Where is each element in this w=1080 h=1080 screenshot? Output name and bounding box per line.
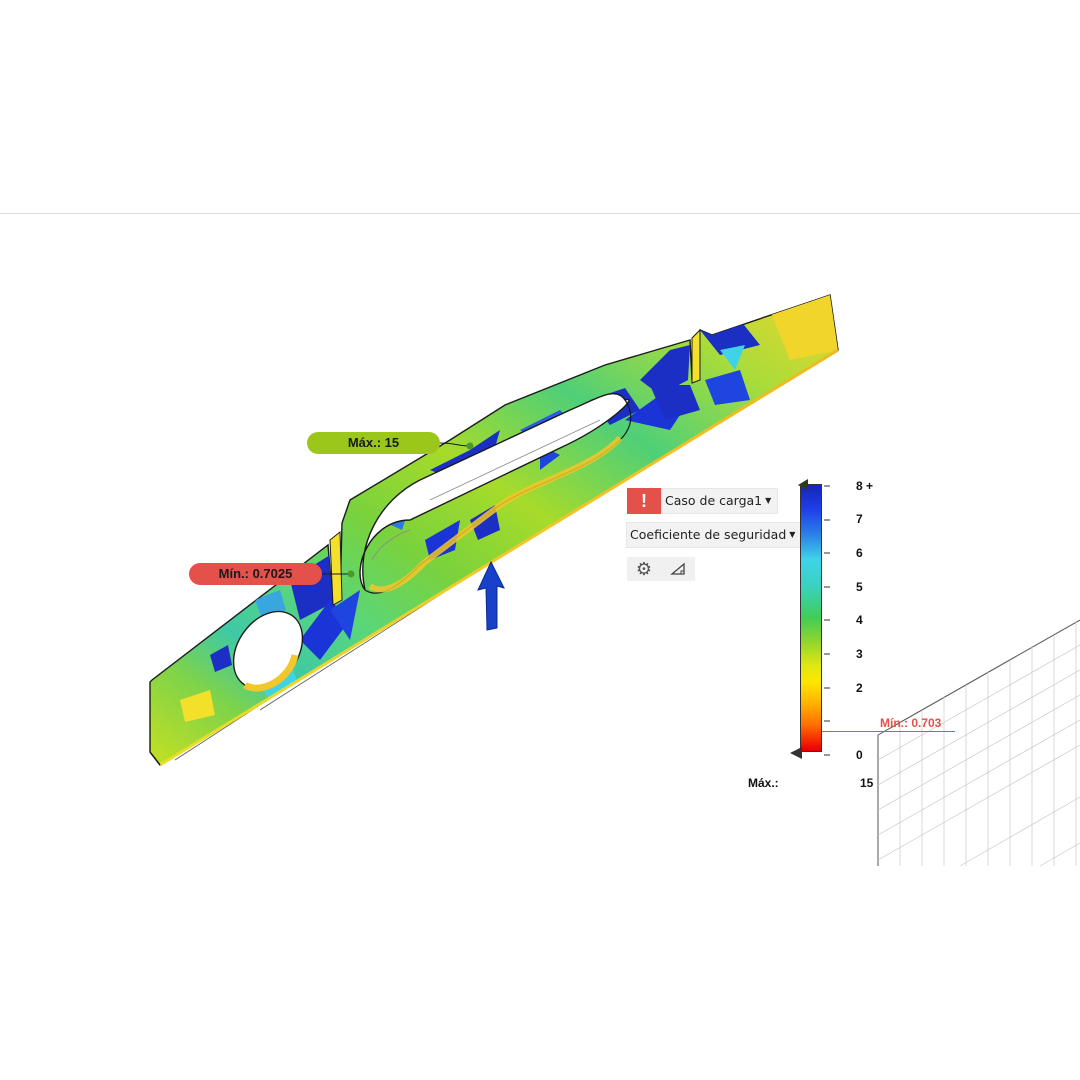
legend-tick-label: 5 <box>856 580 863 594</box>
legend-tick-label: 7 <box>856 512 863 526</box>
max-value-callout[interactable]: Máx.: 15 <box>307 432 440 454</box>
legend-tick-label: 0 <box>856 748 863 762</box>
legend-tick-label: 4 <box>856 613 863 627</box>
result-type-dropdown[interactable]: Coeficiente de seguridad ▼ <box>626 522 803 548</box>
ruler-triangle-icon[interactable] <box>661 557 695 581</box>
legend-tick-label: 8 + <box>856 479 874 493</box>
legend-max-label: Máx.: <box>748 776 779 790</box>
legend-tick-label: 6 <box>856 546 863 560</box>
max-leader-line <box>439 442 474 450</box>
legend-tick-label: 3 <box>856 647 863 661</box>
load-case-label: Caso de carga1 <box>665 493 763 508</box>
legend-color-bar <box>800 484 822 752</box>
color-legend <box>798 484 824 754</box>
load-case-dropdown[interactable]: Caso de carga1 ▼ <box>661 488 779 514</box>
min-leader-line <box>322 570 355 578</box>
ground-grid <box>877 619 1080 867</box>
result-type-label: Coeficiente de seguridad <box>630 527 787 542</box>
result-type-row: Coeficiente de seguridad ▼ <box>626 522 803 548</box>
gear-icon[interactable]: ⚙ <box>627 557 661 581</box>
legend-min-label: Mín.: 0.703 <box>880 716 955 732</box>
legend-tools-row: ⚙ <box>627 557 695 581</box>
chevron-down-icon: ▼ <box>765 496 772 505</box>
chevron-down-icon: ▼ <box>789 530 796 539</box>
legend-markers <box>790 479 830 759</box>
header-divider <box>0 213 1080 214</box>
legend-max-value: 15 <box>860 776 874 790</box>
exclamation-icon[interactable]: ! <box>627 488 661 514</box>
min-value-callout[interactable]: Mín.: 0.7025 <box>189 563 322 585</box>
legend-lower-handle-icon[interactable] <box>790 747 802 759</box>
legend-upper-handle-icon[interactable] <box>798 479 808 491</box>
load-arrow-icon[interactable] <box>477 560 505 631</box>
legend-min-marker <box>822 731 880 732</box>
legend-tick-label: 2 <box>856 681 863 695</box>
safety-factor-plate[interactable] <box>149 294 839 767</box>
load-case-row: ! Caso de carga1 ▼ <box>627 488 779 514</box>
